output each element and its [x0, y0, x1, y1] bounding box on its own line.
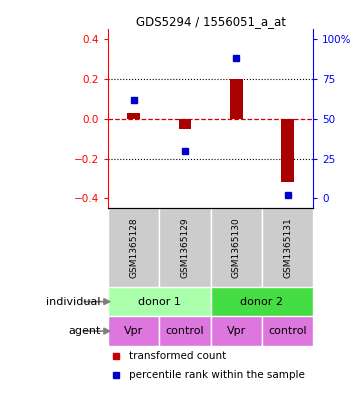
Text: control: control: [166, 326, 204, 336]
Text: control: control: [268, 326, 307, 336]
Bar: [179, 119, 192, 129]
Text: GSM1365131: GSM1365131: [283, 217, 292, 278]
Text: GSM1365129: GSM1365129: [180, 217, 189, 278]
Bar: [211, 316, 262, 346]
Text: donor 2: donor 2: [240, 297, 283, 307]
Text: donor 1: donor 1: [138, 297, 181, 307]
Text: agent: agent: [68, 326, 101, 336]
Text: GSM1365128: GSM1365128: [129, 217, 138, 278]
Bar: [262, 208, 313, 287]
Text: GSM1365130: GSM1365130: [232, 217, 241, 278]
Bar: [211, 287, 313, 316]
Text: transformed count: transformed count: [129, 351, 226, 361]
Bar: [211, 208, 262, 287]
Bar: [159, 208, 211, 287]
Bar: [281, 119, 294, 182]
Bar: [108, 208, 159, 287]
Bar: [127, 113, 140, 119]
Text: percentile rank within the sample: percentile rank within the sample: [129, 370, 305, 380]
Bar: [159, 316, 211, 346]
Title: GDS5294 / 1556051_a_at: GDS5294 / 1556051_a_at: [136, 15, 285, 28]
Text: individual: individual: [46, 297, 101, 307]
Text: Vpr: Vpr: [227, 326, 246, 336]
Bar: [108, 316, 159, 346]
Bar: [108, 287, 211, 316]
Bar: [262, 316, 313, 346]
Text: Vpr: Vpr: [124, 326, 143, 336]
Bar: [230, 79, 243, 119]
